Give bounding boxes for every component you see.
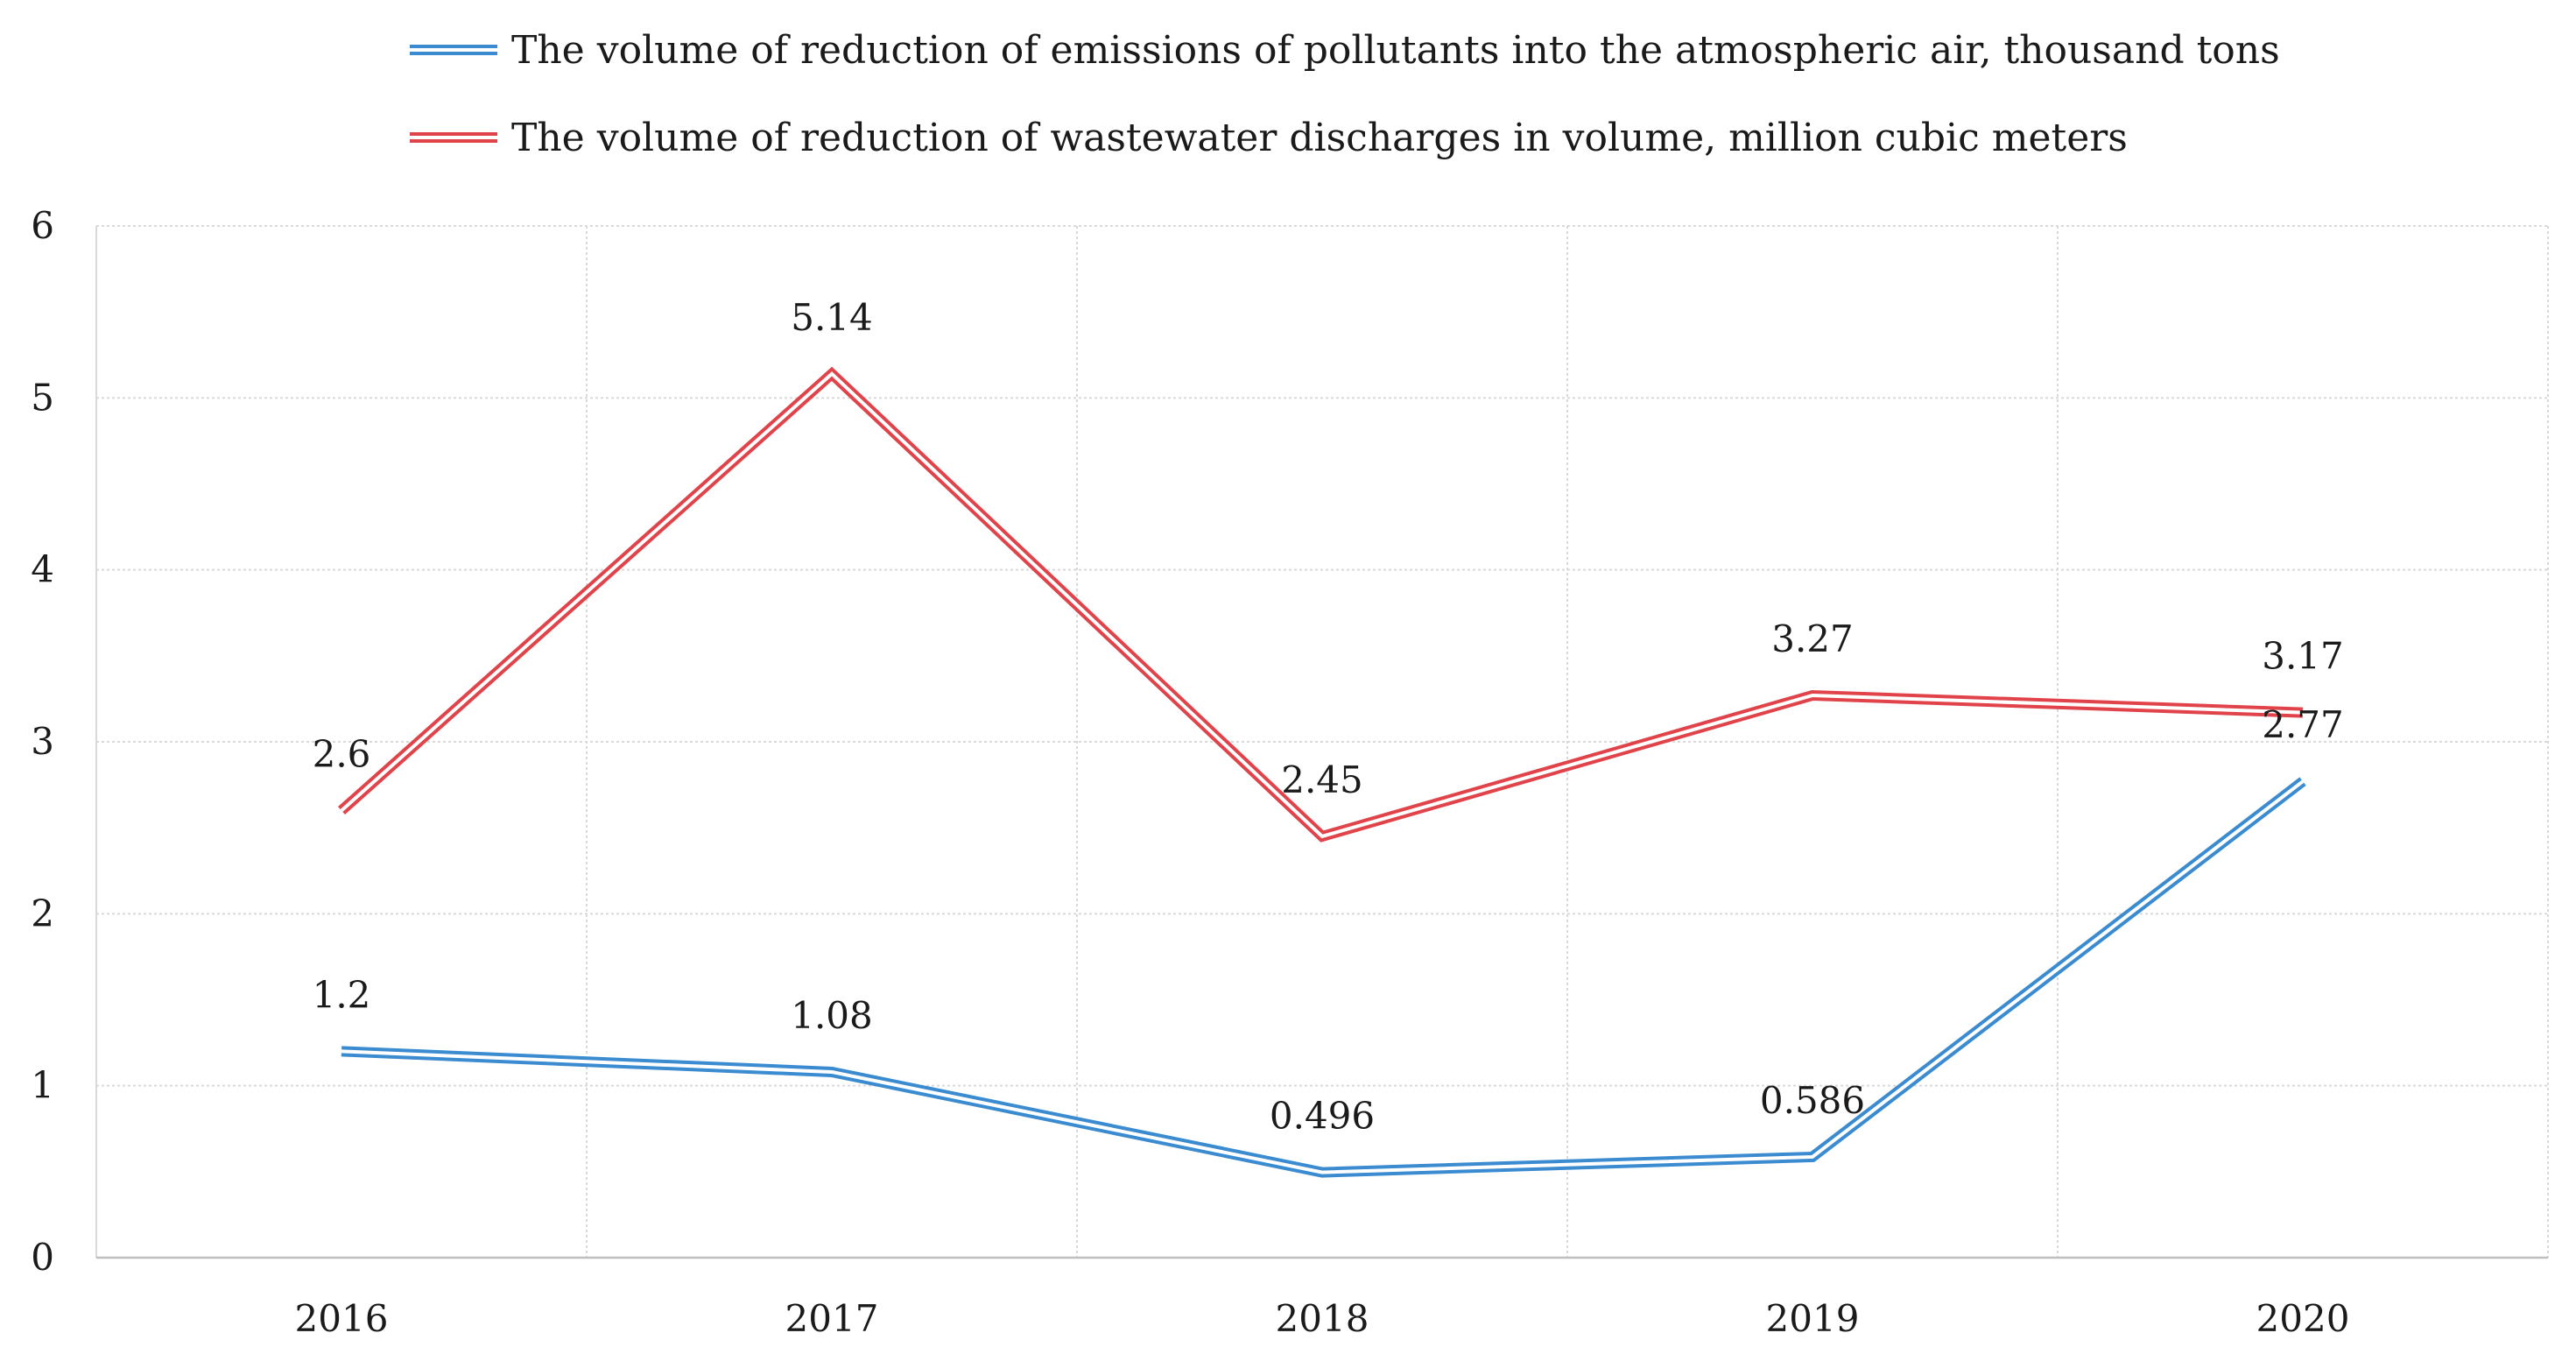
data-label-s1-2019: 0.586	[1760, 1079, 1865, 1122]
y-tick-label-0: 0	[31, 1236, 54, 1279]
y-tick-label-4: 4	[31, 548, 54, 591]
data-label-s1-2016: 1.2	[313, 973, 371, 1016]
x-axis: 2016 2017 2018 2019 2020	[295, 1297, 2350, 1340]
series-line-1	[341, 777, 2306, 1178]
data-label-s2-2017: 5.14	[791, 296, 873, 339]
legend: The volume of reduction of emissions of …	[410, 28, 2280, 160]
x-tick-label-2018: 2018	[1276, 1297, 1369, 1340]
data-labels: 1.2 1.08 0.496 0.586 2.77 2.6 5.14 2.45 3.27 3.17	[313, 296, 2344, 1138]
legend-label-2: The volume of reduction of wastewater di…	[511, 116, 2128, 160]
data-label-s2-2016: 2.6	[313, 733, 371, 776]
data-label-s1-2020: 2.77	[2262, 703, 2344, 746]
y-tick-label-1: 1	[31, 1064, 54, 1107]
data-label-s1-2017: 1.08	[791, 994, 873, 1037]
y-tick-label-6: 6	[31, 204, 54, 247]
legend-item-2: The volume of reduction of wastewater di…	[410, 116, 2128, 160]
legend-label-1: The volume of reduction of emissions of …	[511, 28, 2280, 73]
series-line-2	[338, 366, 2304, 843]
data-label-s2-2019: 3.27	[1771, 617, 1854, 660]
series-lines	[338, 366, 2306, 1178]
x-tick-label-2017: 2017	[785, 1297, 879, 1340]
y-tick-label-2: 2	[31, 892, 54, 934]
x-tick-label-2016: 2016	[295, 1297, 389, 1340]
data-label-s1-2018: 0.496	[1270, 1095, 1375, 1138]
data-label-s2-2020: 3.17	[2262, 635, 2344, 678]
y-tick-label-3: 3	[31, 720, 54, 763]
data-label-s2-2018: 2.45	[1281, 758, 1363, 801]
y-tick-label-5: 5	[31, 376, 54, 419]
legend-item-1: The volume of reduction of emissions of …	[410, 28, 2280, 73]
gridlines	[96, 225, 2549, 1258]
x-tick-label-2019: 2019	[1766, 1297, 1860, 1340]
plot-frame	[95, 226, 2548, 1259]
x-tick-label-2020: 2020	[2256, 1297, 2350, 1340]
y-axis: 0 1 2 3 4 5 6	[31, 204, 54, 1279]
